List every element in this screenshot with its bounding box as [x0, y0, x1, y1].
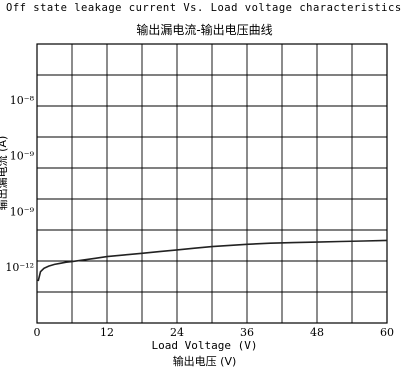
x-tick-label: 24 — [170, 326, 184, 339]
chart-title: Off state leakage current Vs. Load volta… — [6, 2, 402, 14]
x-axis-label-cn: 输出电压 (V) — [172, 355, 237, 368]
x-axis-label: Load Voltage (V) — [151, 339, 258, 352]
chart-subtitle: 输出漏电流-输出电压曲线 — [136, 23, 273, 37]
x-tick-label: 12 — [100, 326, 114, 339]
y-tick-label: 10⁻⁸ — [10, 94, 35, 107]
y-tick-label: 10⁻⁹ — [10, 205, 35, 218]
series-group — [37, 239, 388, 282]
y-tick-label: 10⁻⁹ — [10, 150, 35, 163]
series-line — [37, 239, 388, 282]
x-tick-label: 36 — [240, 326, 254, 339]
grid-lines — [37, 44, 387, 323]
y-tick-label: 10⁻¹² — [5, 261, 34, 274]
x-tick-label: 0 — [34, 326, 41, 339]
x-tick-labels: 0 12 24 36 48 60 — [34, 326, 395, 339]
x-tick-label: 48 — [310, 326, 324, 339]
y-tick-labels: 10⁻⁸ 10⁻⁹ 10⁻⁹ 10⁻¹² — [5, 94, 34, 274]
x-tick-label: 60 — [380, 326, 394, 339]
